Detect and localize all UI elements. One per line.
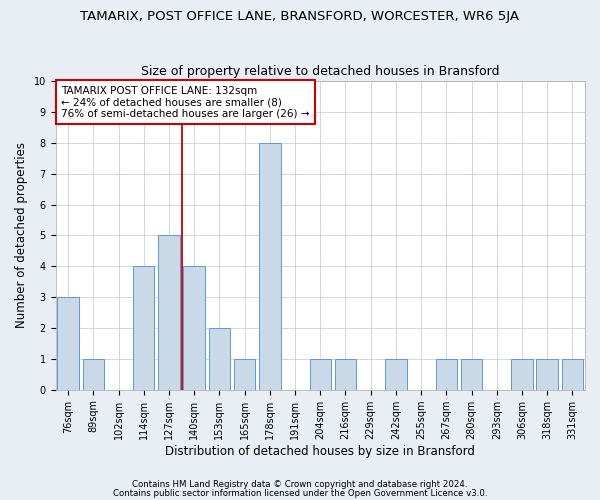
Text: Contains HM Land Registry data © Crown copyright and database right 2024.: Contains HM Land Registry data © Crown c… <box>132 480 468 489</box>
Bar <box>562 359 583 390</box>
Bar <box>461 359 482 390</box>
Title: Size of property relative to detached houses in Bransford: Size of property relative to detached ho… <box>141 66 500 78</box>
X-axis label: Distribution of detached houses by size in Bransford: Distribution of detached houses by size … <box>166 444 475 458</box>
Bar <box>133 266 154 390</box>
Bar <box>234 359 256 390</box>
Bar <box>536 359 558 390</box>
Bar <box>83 359 104 390</box>
Text: TAMARIX POST OFFICE LANE: 132sqm
← 24% of detached houses are smaller (8)
76% of: TAMARIX POST OFFICE LANE: 132sqm ← 24% o… <box>61 86 310 119</box>
Bar <box>158 236 180 390</box>
Bar <box>259 143 281 390</box>
Bar <box>511 359 533 390</box>
Y-axis label: Number of detached properties: Number of detached properties <box>15 142 28 328</box>
Text: TAMARIX, POST OFFICE LANE, BRANSFORD, WORCESTER, WR6 5JA: TAMARIX, POST OFFICE LANE, BRANSFORD, WO… <box>80 10 520 23</box>
Bar <box>209 328 230 390</box>
Bar <box>310 359 331 390</box>
Bar <box>385 359 407 390</box>
Text: Contains public sector information licensed under the Open Government Licence v3: Contains public sector information licen… <box>113 488 487 498</box>
Bar <box>335 359 356 390</box>
Bar <box>184 266 205 390</box>
Bar <box>436 359 457 390</box>
Bar <box>58 297 79 390</box>
